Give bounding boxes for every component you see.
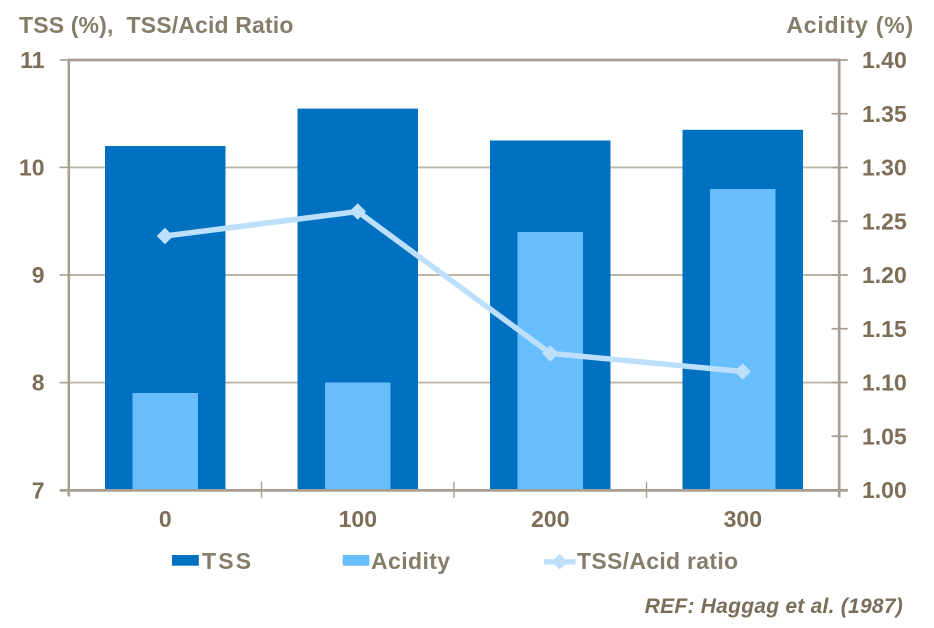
svg-text:10: 10 [19,154,45,180]
svg-text:REF: Haggag et al. (1987): REF: Haggag et al. (1987) [645,595,903,618]
svg-text:TSS/Acid ratio: TSS/Acid ratio [577,548,738,574]
svg-text:0: 0 [159,506,172,532]
svg-text:11: 11 [20,47,45,73]
svg-text:1.15: 1.15 [862,316,907,342]
svg-text:Acidity (%): Acidity (%) [786,12,914,38]
svg-text:1.35: 1.35 [862,101,907,127]
svg-text:1.40: 1.40 [862,47,907,73]
svg-text:100: 100 [339,506,377,532]
svg-text:200: 200 [531,506,569,532]
svg-text:Acidity: Acidity [371,548,450,574]
svg-text:300: 300 [724,506,762,532]
svg-text:1.30: 1.30 [862,155,907,181]
svg-text:TSS: TSS [202,548,253,574]
svg-text:9: 9 [32,262,45,288]
svg-text:8: 8 [32,370,45,396]
svg-text:1.10: 1.10 [862,370,907,396]
svg-text:1.05: 1.05 [862,423,907,449]
svg-text:7: 7 [32,477,45,503]
svg-text:1.25: 1.25 [862,208,907,234]
svg-text:1.20: 1.20 [862,262,907,288]
svg-text:1.00: 1.00 [862,477,907,503]
svg-text:TSS (%), TSS/Acid Ratio: TSS (%), TSS/Acid Ratio [19,12,294,38]
